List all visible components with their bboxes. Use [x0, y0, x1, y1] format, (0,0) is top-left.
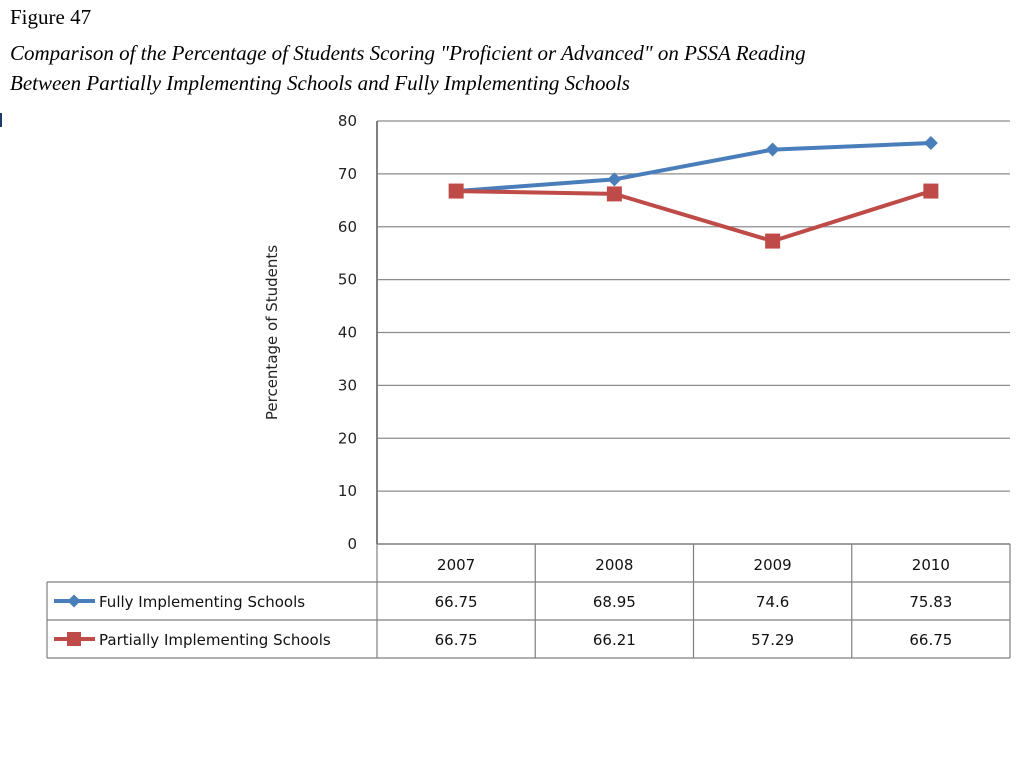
legend-marker-diamond — [67, 594, 81, 608]
table-value: 66.75 — [435, 631, 478, 649]
edge-marker — [0, 113, 2, 127]
y-tick-label: 20 — [338, 429, 357, 447]
data-point-diamond — [923, 136, 938, 151]
y-tick-label: 60 — [338, 218, 357, 236]
data-point-square — [606, 186, 622, 202]
table-value: 75.83 — [909, 593, 952, 611]
series-line-2 — [454, 189, 933, 244]
table-value: 66.21 — [593, 631, 636, 649]
table-value: 68.95 — [593, 593, 636, 611]
figure-title-line-2: Between Partially Implementing Schools a… — [10, 71, 630, 95]
data-point-square — [448, 183, 464, 199]
legend-label: Fully Implementing Schools — [99, 593, 305, 611]
data-point-square — [765, 233, 781, 249]
data-point-square — [923, 183, 939, 199]
data-point-diamond — [607, 172, 622, 187]
y-tick-label: 50 — [338, 271, 357, 289]
table-value: 74.6 — [756, 593, 789, 611]
figure-title: Comparison of the Percentage of Students… — [10, 38, 1020, 98]
y-tick-label: 10 — [338, 482, 357, 500]
x-category-label: 2009 — [754, 556, 792, 574]
x-category-label: 2010 — [912, 556, 950, 574]
y-tick-label: 80 — [338, 112, 357, 130]
figure-title-line-1: Comparison of the Percentage of Students… — [10, 41, 806, 65]
legend-label: Partially Implementing Schools — [99, 631, 331, 649]
x-category-label: 2008 — [595, 556, 633, 574]
table-value: 57.29 — [751, 631, 794, 649]
series-line-1 — [454, 141, 933, 194]
y-tick-label: 70 — [338, 165, 357, 183]
figure-label: Figure 47 — [10, 5, 92, 29]
y-tick-label: 0 — [347, 535, 357, 553]
table-value: 66.75 — [435, 593, 478, 611]
y-tick-label: 40 — [338, 324, 357, 342]
y-tick-label: 30 — [338, 376, 357, 394]
table-value: 66.75 — [909, 631, 952, 649]
legend-marker-square — [67, 632, 81, 646]
x-category-label: 2007 — [437, 556, 475, 574]
data-point-diamond — [765, 142, 780, 157]
y-axis-label: Percentage of Students — [263, 245, 281, 420]
